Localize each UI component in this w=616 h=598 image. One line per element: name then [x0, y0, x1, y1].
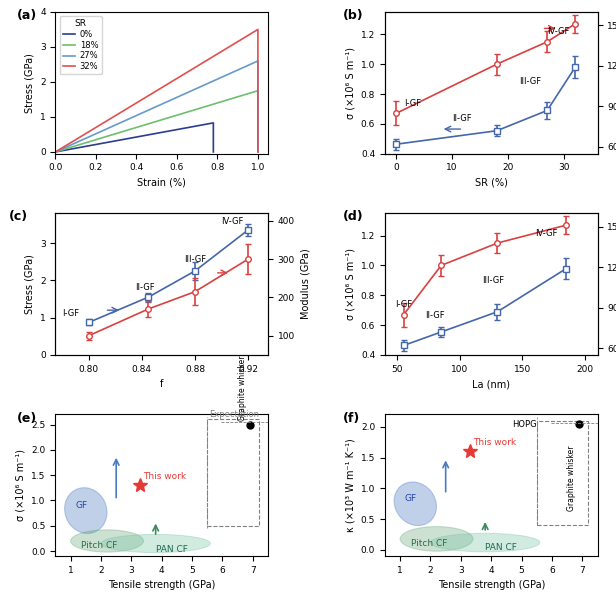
Text: III-GF: III-GF: [519, 77, 541, 86]
Text: IV-GF: IV-GF: [222, 218, 244, 227]
Y-axis label: κ (×10³ W m⁻¹ K⁻¹): κ (×10³ W m⁻¹ K⁻¹): [346, 438, 355, 532]
Text: Graphite whisker: Graphite whisker: [567, 446, 576, 511]
Text: This work: This work: [473, 438, 516, 447]
Y-axis label: σ (×10⁶ S m⁻¹): σ (×10⁶ S m⁻¹): [346, 248, 355, 320]
X-axis label: La (nm): La (nm): [472, 379, 510, 389]
Text: PAN CF: PAN CF: [485, 543, 517, 552]
Text: II-GF: II-GF: [135, 283, 155, 292]
Ellipse shape: [65, 488, 107, 533]
Text: (b): (b): [342, 9, 363, 22]
Text: II-GF: II-GF: [425, 310, 445, 319]
Text: (c): (c): [9, 210, 28, 224]
Y-axis label: Stress (GPa): Stress (GPa): [25, 53, 34, 113]
Ellipse shape: [71, 530, 144, 552]
Text: III-GF: III-GF: [184, 255, 206, 264]
Text: (a): (a): [17, 9, 38, 22]
X-axis label: SR (%): SR (%): [475, 178, 508, 188]
Y-axis label: Modulus (GPa): Modulus (GPa): [301, 249, 310, 319]
X-axis label: Strain (%): Strain (%): [137, 178, 186, 188]
Text: I-GF: I-GF: [62, 309, 79, 318]
X-axis label: Tensile strength (GPa): Tensile strength (GPa): [108, 581, 216, 590]
Text: I-GF: I-GF: [395, 300, 412, 309]
Text: PAN CF: PAN CF: [156, 545, 187, 554]
Text: Pitch CF: Pitch CF: [81, 541, 118, 550]
Text: GF: GF: [75, 501, 87, 510]
Ellipse shape: [431, 533, 540, 552]
Legend: 0%, 18%, 27%, 32%: 0%, 18%, 27%, 32%: [60, 16, 102, 75]
Ellipse shape: [400, 527, 473, 551]
Y-axis label: σ (×10⁶ S m⁻¹): σ (×10⁶ S m⁻¹): [16, 449, 26, 521]
Text: This work: This work: [144, 472, 187, 481]
Text: I-GF: I-GF: [405, 99, 421, 108]
Text: IV-GF: IV-GF: [547, 28, 570, 36]
X-axis label: f: f: [160, 379, 163, 389]
Text: (f): (f): [342, 411, 360, 425]
Text: III-GF: III-GF: [482, 276, 505, 285]
Text: IV-GF: IV-GF: [535, 228, 557, 237]
Y-axis label: σ (×10⁶ S m⁻¹): σ (×10⁶ S m⁻¹): [346, 47, 355, 119]
Text: HOPG: HOPG: [513, 420, 537, 429]
Text: (d): (d): [342, 210, 363, 224]
Ellipse shape: [101, 535, 210, 553]
Text: GF: GF: [405, 494, 417, 503]
Text: II-GF: II-GF: [452, 114, 472, 123]
Ellipse shape: [394, 482, 437, 526]
Text: Graphite whisker: Graphite whisker: [238, 355, 246, 421]
Text: Pitch CF: Pitch CF: [411, 539, 447, 548]
Text: (e): (e): [17, 411, 38, 425]
Text: Expectation: Expectation: [209, 410, 259, 419]
Y-axis label: Stress (GPa): Stress (GPa): [25, 254, 34, 314]
X-axis label: Tensile strength (GPa): Tensile strength (GPa): [437, 581, 545, 590]
